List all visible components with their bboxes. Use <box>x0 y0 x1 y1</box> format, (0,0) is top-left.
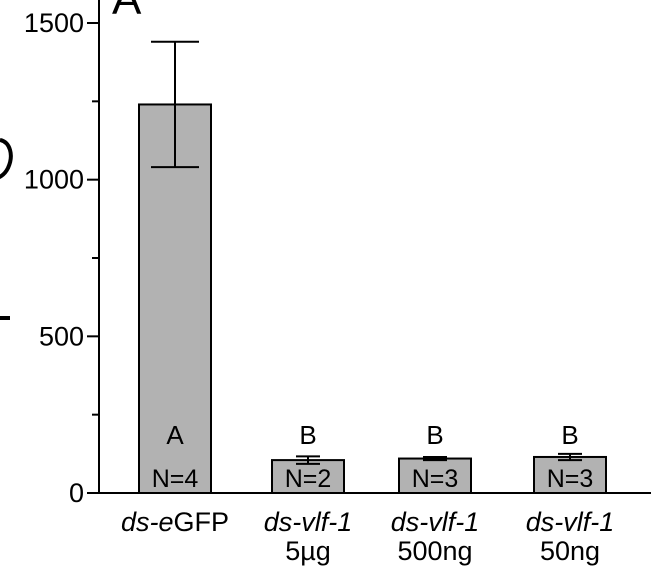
y-tick-label: 500 <box>39 321 84 351</box>
n-label: N=4 <box>152 465 199 493</box>
group-letter: B <box>561 420 578 450</box>
x-tick-sublabel: 50ng <box>540 536 600 566</box>
group-letter: A <box>166 420 184 450</box>
y-tick-label: 1500 <box>24 8 84 38</box>
bars <box>138 40 607 495</box>
y-tick-label: 1000 <box>24 165 84 195</box>
bar <box>533 455 607 495</box>
x-tick-label: ds-vlf-1 <box>391 507 480 537</box>
x-axis-labels: ds-eGFP ds-vlf-15µgds-vlf-1500ngds-vlf-15… <box>121 507 614 566</box>
x-tick-label: ds-vlf-1 <box>526 507 615 537</box>
clipped-axis-label-glyphs <box>0 138 13 320</box>
x-tick-label: ds-vlf-1 <box>264 507 353 537</box>
x-tick-label-italic: ds-vlf-1 <box>526 507 615 537</box>
panel-label: A <box>112 0 142 24</box>
x-tick-label: ds-eGFP <box>121 507 229 537</box>
axes: 0 500 1000 1500 <box>24 0 651 508</box>
x-tick-label-plain: GFP <box>174 507 230 537</box>
x-tick-sublabel: 5µg <box>285 536 331 566</box>
x-tick-label-italic: ds-e <box>121 507 174 537</box>
group-letter: B <box>299 420 316 450</box>
n-label: N=3 <box>412 465 459 493</box>
annotations: A N=4 B N=2 B N=3 B N=3 <box>152 420 594 493</box>
n-label: N=2 <box>285 465 332 493</box>
x-tick-label-italic: ds-vlf-1 <box>264 507 353 537</box>
x-tick-label-italic: ds-vlf-1 <box>391 507 480 537</box>
n-label: N=3 <box>547 465 594 493</box>
group-letter: B <box>426 420 443 450</box>
y-tick-label: 0 <box>69 478 84 508</box>
x-tick-sublabel: 500ng <box>397 536 472 566</box>
bar <box>398 457 472 494</box>
